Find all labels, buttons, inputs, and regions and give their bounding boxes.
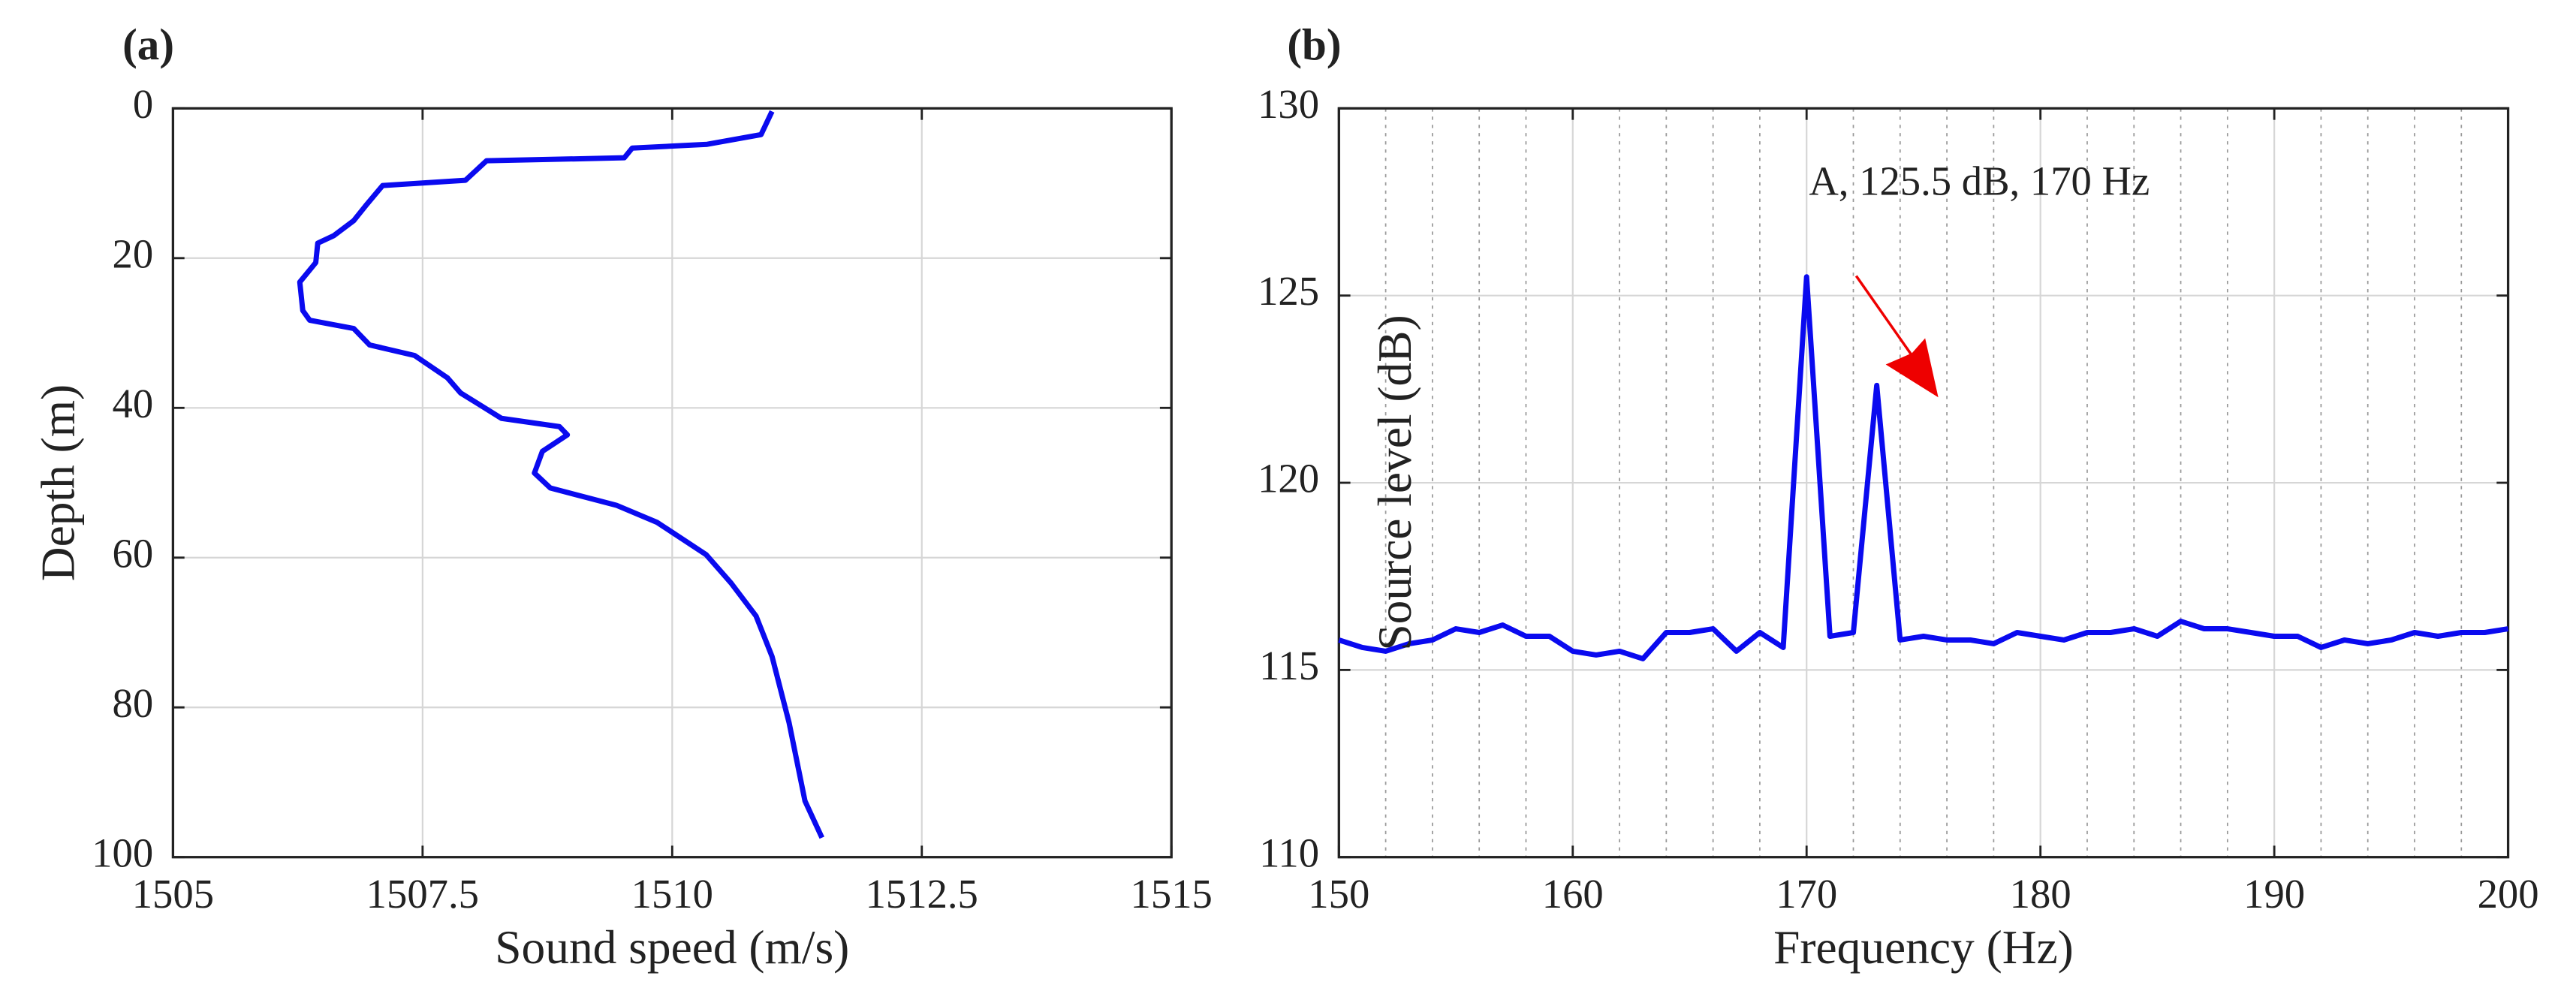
y-tick-label: 80 — [112, 680, 153, 726]
x-tick-label: 160 — [1542, 871, 1604, 917]
x-tick-label: 200 — [2478, 871, 2539, 917]
y-tick-label: 0 — [133, 81, 153, 127]
x-tick-label: 1510 — [631, 871, 713, 917]
y-tick-label: 100 — [92, 830, 153, 875]
x-axis-label: Sound speed (m/s) — [495, 920, 849, 974]
panel-label: (a) — [122, 20, 174, 69]
y-tick-label: 110 — [1259, 830, 1319, 875]
y-tick-label: 20 — [112, 230, 153, 276]
y-tick-label: 125 — [1258, 268, 1319, 314]
annotation-arrow-shaft — [1854, 275, 1915, 359]
y-tick-label: 120 — [1258, 456, 1319, 502]
annotation-arrow-head — [1885, 338, 1939, 398]
axes-box — [171, 107, 1173, 859]
x-tick-label: 180 — [2010, 871, 2071, 917]
x-tick-label: 1512.5 — [866, 871, 978, 917]
y-tick-label: 60 — [112, 530, 153, 576]
x-tick-label: 190 — [2243, 871, 2305, 917]
axes-box — [1337, 107, 2510, 859]
y-tick-label: 115 — [1259, 643, 1319, 688]
x-axis-label: Frequency (Hz) — [1773, 920, 2074, 974]
data-line — [297, 110, 824, 839]
data-line — [1338, 274, 2509, 661]
x-tick-label: 1515 — [1131, 871, 1213, 917]
y-tick-label: 40 — [112, 381, 153, 426]
x-tick-label: 170 — [1776, 871, 1837, 917]
x-tick-label: 150 — [1308, 871, 1369, 917]
annotation: A, 125.5 dB, 170 Hz — [1809, 158, 2150, 204]
x-tick-label: 1505 — [132, 871, 214, 917]
panel-label: (b) — [1287, 20, 1341, 69]
y-axis-label: Depth (m) — [31, 384, 84, 581]
y-axis-label: Source level (dB) — [1368, 315, 1421, 650]
y-tick-label: 130 — [1258, 81, 1319, 127]
x-tick-label: 1507.5 — [366, 871, 479, 917]
